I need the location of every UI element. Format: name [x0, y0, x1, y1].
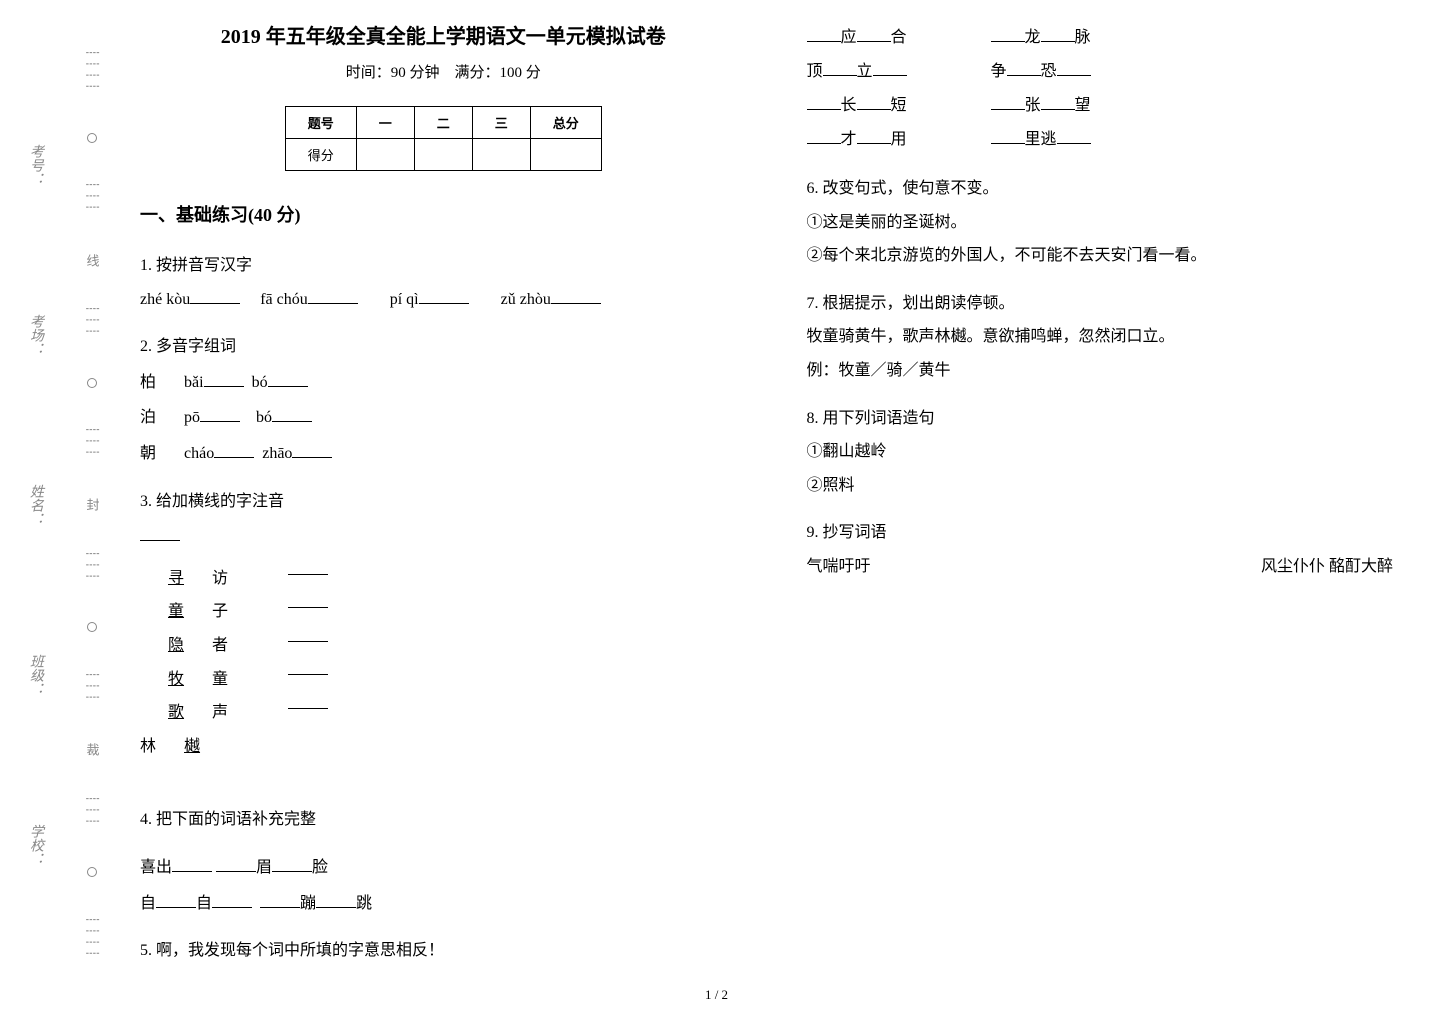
binding-mark: 封	[83, 498, 102, 511]
sentence-item: ②每个来北京游览的外国人，不可能不去天安门看一看。	[807, 239, 1414, 273]
binding-label: 班级：	[25, 654, 45, 696]
pinyin-item: zhé kòu	[140, 291, 190, 308]
section-heading: 一、基础练习(40 分)	[140, 201, 747, 227]
question-6: 6. 改变句式，使句意不变。 ①这是美丽的圣诞树。 ②每个来北京游览的外国人，不…	[807, 172, 1414, 273]
poem-line: 牧童骑黄牛，歌声林樾。意欲捕鸣蝉，忽然闭口立。	[807, 320, 1414, 354]
polyphone-reading: bó	[256, 409, 272, 426]
binding-mark: 裁	[83, 743, 102, 756]
question-9: 9. 抄写词语 气喘吁吁 风尘仆仆 酩酊大醉	[807, 516, 1414, 583]
binding-label: 考场：	[25, 314, 45, 356]
pinyin-item: fā chóu	[260, 291, 308, 308]
make-sentence-item: ②照料	[807, 469, 1414, 503]
exam-subtitle: 时间：90 分钟 满分：100 分	[140, 61, 747, 82]
polyphone-char: 柏	[140, 374, 156, 391]
score-col-head: 三	[472, 107, 530, 139]
question-1: 1. 按拼音写汉字 zhé kòu fā chóu pí qì zǔ zhòu	[140, 249, 747, 316]
underlined-char: 隐	[168, 637, 184, 654]
page-number: 1 / 2	[0, 987, 1433, 1003]
pinyin-item: zǔ zhòu	[501, 291, 551, 308]
score-cell	[530, 139, 601, 171]
binding-label-column: 考号： 考场： 姓名： 班级： 学校：	[25, 80, 45, 930]
binding-label: 姓名：	[25, 484, 45, 526]
binding-label: 考号：	[25, 144, 45, 186]
underlined-char: 牧	[168, 671, 184, 688]
exam-title: 2019 年五年级全真全能上学期语文一单元模拟试卷	[140, 20, 747, 49]
polyphone-char: 泊	[140, 409, 156, 426]
score-cell	[414, 139, 472, 171]
binding-cut-line: ┊┊┊┊ ┊┊┊ 线 ┊┊┊ ┊┊┊ 封 ┊┊┊ ┊┊┊ 裁 ┊┊┊ ┊┊┊┊	[85, 30, 99, 980]
score-col-head: 题号	[285, 107, 356, 139]
underlined-char: 寻	[168, 570, 184, 587]
question-7: 7. 根据提示，划出朗读停顿。 牧童骑黄牛，歌声林樾。意欲捕鸣蝉，忽然闭口立。 …	[807, 287, 1414, 388]
polyphone-reading: bó	[252, 374, 268, 391]
underlined-char: 歌	[168, 704, 184, 721]
antonym-box-left: 应合 顶立 长短 才用	[807, 20, 907, 158]
question-2: 2. 多音字组词 柏 bǎi bó 泊 pō bó 朝 cháo zhāo	[140, 330, 747, 470]
question-label: 4. 把下面的词语补充完整	[140, 803, 747, 837]
sentence-item: ①这是美丽的圣诞树。	[807, 206, 1414, 240]
question-label: 6. 改变句式，使句意不变。	[807, 172, 1414, 206]
score-col-head: 一	[356, 107, 414, 139]
question-label: 8. 用下列词语造句	[807, 402, 1414, 436]
question-3: 3. 给加横线的字注音 寻访 童子 隐者 牧童 歌声 林樾	[140, 485, 747, 764]
polyphone-reading: pō	[184, 409, 200, 426]
question-4-lines: 喜出 眉脸 自自 蹦跳	[140, 851, 747, 920]
example-line: 例：牧童／骑／黄牛	[807, 354, 1414, 388]
page-body: 2019 年五年级全真全能上学期语文一单元模拟试卷 时间：90 分钟 满分：10…	[140, 20, 1413, 981]
copy-word: 气喘吁吁	[807, 558, 871, 575]
score-cell	[356, 139, 414, 171]
copy-word: 风尘仆仆 酩酊大醉	[1261, 550, 1393, 584]
question-label: 2. 多音字组词	[140, 330, 747, 364]
underlined-char: 樾	[184, 738, 200, 755]
question-8: 8. 用下列词语造句 ①翻山越岭 ②照料	[807, 402, 1414, 503]
polyphone-char: 朝	[140, 445, 156, 462]
question-label: 3. 给加横线的字注音	[140, 485, 747, 519]
make-sentence-item: ①翻山越岭	[807, 435, 1414, 469]
full-score-label: 满分：100 分	[455, 65, 541, 81]
underlined-char: 童	[168, 603, 184, 620]
polyphone-reading: bǎi	[184, 374, 204, 391]
pinyin-item: pí qì	[390, 291, 419, 308]
antonym-box-right: 龙脉 争恐 张望 里逃	[991, 20, 1091, 158]
polyphone-reading: cháo	[184, 445, 214, 462]
question-label: 1. 按拼音写汉字	[140, 249, 747, 283]
polyphone-reading: zhāo	[262, 445, 292, 462]
binding-label: 学校：	[25, 824, 45, 866]
score-cell	[472, 139, 530, 171]
question-label: 7. 根据提示，划出朗读停顿。	[807, 287, 1414, 321]
binding-mark: 线	[83, 254, 102, 267]
score-row-label: 得分	[285, 139, 356, 171]
score-table: 题号 一 二 三 总分 得分	[285, 106, 602, 171]
question-label: 5. 啊，我发现每个词中所填的字意思相反！	[140, 934, 747, 968]
question-4: 4. 把下面的词语补充完整	[140, 803, 747, 837]
score-col-head: 二	[414, 107, 472, 139]
score-col-head: 总分	[530, 107, 601, 139]
time-label: 时间：90 分钟	[346, 65, 440, 81]
question-label: 9. 抄写词语	[807, 516, 1414, 550]
